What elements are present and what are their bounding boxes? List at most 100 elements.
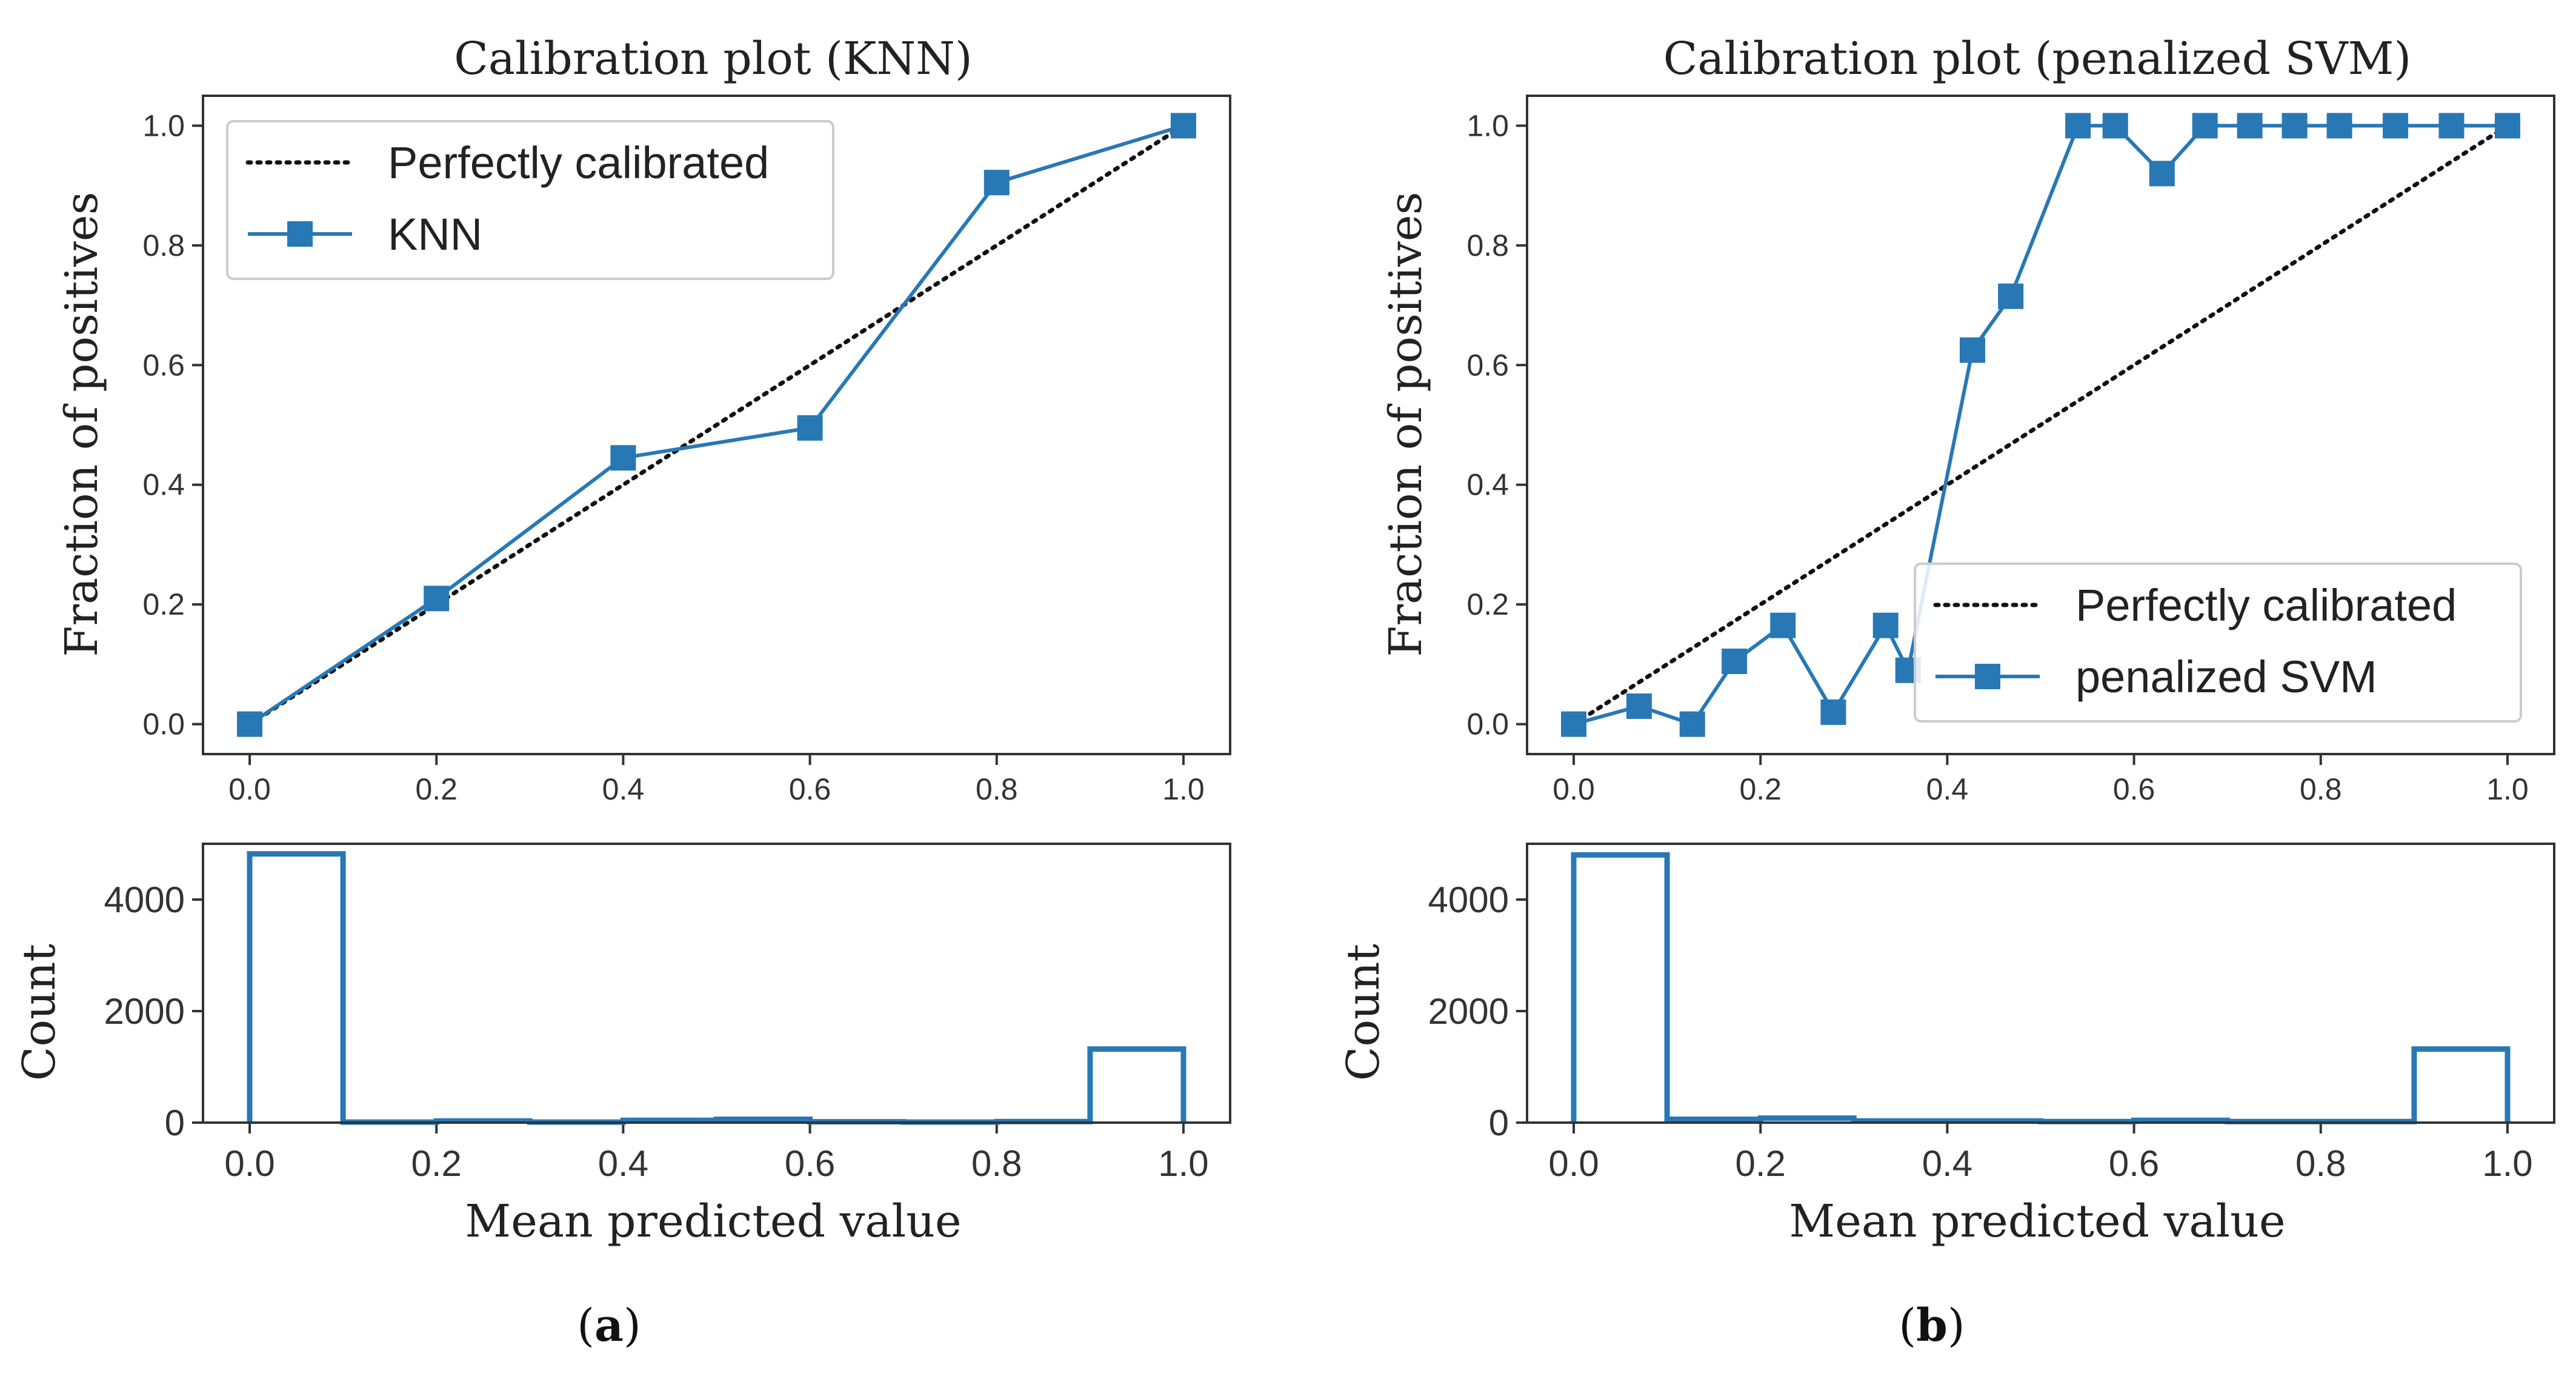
panel-a-ytick-label: 0.2 — [142, 587, 185, 621]
panel-b-point — [2192, 113, 2218, 139]
panel-b-point — [2149, 161, 2175, 187]
panel-a-ytick-label: 4000 — [104, 880, 185, 920]
panel-a-count-label: Count — [13, 944, 65, 1081]
panel-a-xtick-label: 0.6 — [785, 1143, 835, 1184]
panel-a-xtick-label: 0.0 — [228, 772, 271, 806]
panel-b-point — [1561, 711, 1587, 737]
panel-a-legend-entry: Perfectly calibrated — [388, 138, 769, 188]
panel-a-point — [1170, 113, 1196, 139]
panel-b-legend-swatch-marker — [1975, 664, 2000, 689]
panel-a-ytick-label: 2000 — [104, 991, 185, 1032]
panel-a-xlabel: Mean predicted value — [465, 1195, 961, 1247]
panel-b-series-perfect-line — [1571, 123, 2510, 727]
panel-b-point — [1998, 283, 2024, 309]
panel-b-point — [1679, 711, 1705, 737]
panel-b-xtick-label: 0.8 — [2295, 1143, 2346, 1184]
panel-b-point — [1820, 699, 1846, 725]
panel-a-ytick-label: 0.8 — [142, 229, 185, 262]
panel-b-plot-area: 0.0 0.2 0.4 0.6 0.8 1.0 0.0 0.2 0.4 0.6 0.8 1.0 Perf… — [1466, 109, 2528, 806]
panel-b-point — [1872, 612, 1899, 638]
panel-b-legend-box — [1914, 563, 2522, 723]
panel-b-caption: (b) — [1899, 1300, 1965, 1352]
panel-a-point — [983, 170, 1010, 196]
panel-a-xtick-label: 0.2 — [411, 1143, 462, 1184]
panel-b-xtick-label: 0.0 — [1553, 772, 1595, 806]
panel-b-histogram-bar — [1574, 855, 1667, 1123]
panel-a-histogram: Count Mean predicted value 0.0 0.2 0.4 0.6 0… — [13, 843, 1231, 1247]
panel-b-xtick-label: 0.2 — [1736, 1143, 1786, 1184]
panel-b-ytick-label: 0 — [1489, 1103, 1509, 1143]
panel-a-hist-frame — [202, 843, 1231, 1124]
panel-b-frame — [1526, 95, 2555, 755]
panel-b-histogram: Count Mean predicted value 0.0 0.2 0.4 0.6 0… — [1337, 843, 2555, 1247]
panel-a-calibration: Calibration plot (KNN) Fraction of posit… — [56, 33, 1231, 806]
panel-b-ytick-label: 4000 — [1428, 880, 1509, 920]
panel-a-point — [610, 445, 636, 471]
panel-b-point — [2237, 113, 2263, 139]
panel-b-ytick-label: 0.4 — [1466, 468, 1509, 502]
panel-b-point — [2102, 113, 2128, 139]
panel-b-point — [1722, 648, 1748, 674]
panel-b-point — [2494, 113, 2520, 139]
panel-a-ytick-label: 0 — [165, 1103, 185, 1143]
panel-a-xtick-label: 0.6 — [789, 772, 831, 806]
panel-a-plot-area: 0.0 0.2 0.4 0.6 0.8 1.0 0.0 0.2 0.4 0.6 0.8 1.0 Perf… — [142, 109, 1204, 806]
panel-b-point — [1770, 612, 1796, 638]
panel-a-xtick-label: 0.0 — [224, 1143, 275, 1184]
panel-b-point — [2383, 113, 2409, 139]
panel-a-ytick-label: 0.0 — [142, 707, 185, 741]
panel-b-xtick-label: 0.6 — [2109, 1143, 2159, 1184]
panel-a-xtick-label: 0.2 — [415, 772, 458, 806]
panel-b-point — [1626, 693, 1652, 720]
panel-b-xtick-label: 1.0 — [2486, 772, 2529, 806]
panel-a-histogram-outline — [247, 851, 1186, 1125]
panel-a-ytick-label: 0.4 — [142, 468, 185, 502]
panel-b-xtick-label: 0.0 — [1548, 1143, 1599, 1184]
panel-b-point — [2326, 113, 2352, 139]
panel-b-ytick-label: 2000 — [1428, 991, 1509, 1032]
panel-b-ytick-label: 0.8 — [1466, 229, 1509, 262]
panel-a-xtick-label: 0.8 — [976, 772, 1018, 806]
panel-b-ylabel: Fraction of positives — [1380, 192, 1432, 656]
panel-b-ytick-label: 0.0 — [1466, 707, 1509, 741]
panel-a-point — [424, 586, 450, 612]
panel-a-legend: Perfectly calibrated KNN — [226, 120, 834, 280]
panel-a-histogram-area: 0.0 0.2 0.4 0.6 0.8 1.0 0 2000 4000 — [104, 851, 1209, 1184]
panel-b-ytick-label: 0.2 — [1466, 587, 1509, 621]
panel-b-legend-entry: penalized SVM — [2075, 652, 2377, 702]
panel-b-ytick-label: 1.0 — [1466, 109, 1509, 142]
panel-b-point — [2438, 113, 2465, 139]
panel-a-series-perfect-line — [247, 123, 1186, 727]
panel-a-frame — [202, 95, 1231, 755]
panel-a-xtick-label: 1.0 — [1158, 1143, 1208, 1184]
panel-b-xtick-label: 0.8 — [2300, 772, 2342, 806]
panel-b-histogram-area: 0.0 0.2 0.4 0.6 0.8 1.0 0 2000 4000 — [1428, 852, 2533, 1184]
panel-b-xtick-label: 0.2 — [1739, 772, 1782, 806]
panel-a-point — [797, 415, 823, 441]
panel-a-xtick-label: 0.4 — [602, 772, 645, 806]
panel-b-point — [2281, 113, 2308, 139]
panel-b-legend-entry: Perfectly calibrated — [2075, 580, 2457, 630]
panel-b-point — [1960, 337, 1986, 363]
panel-b-histogram-bar — [2414, 1049, 2508, 1123]
panel-b-xtick-label: 0.4 — [1922, 1143, 1972, 1184]
panel-a-series-line — [248, 124, 1184, 726]
panel-b-xtick-label: 1.0 — [2482, 1143, 2532, 1184]
panel-b-histogram-outline — [1571, 852, 2511, 1124]
panel-a-legend-entry: KNN — [388, 209, 482, 259]
panel-a-caption: (a) — [577, 1300, 641, 1352]
panel-b-hist-frame — [1526, 843, 2555, 1124]
panel-b-title: Calibration plot (penalized SVM) — [1663, 33, 2412, 85]
panel-a-ylabel: Fraction of positives — [56, 192, 108, 656]
panel-a-xtick-label: 0.8 — [971, 1143, 1022, 1184]
panel-b-legend: Perfectly calibrated penalized SVM — [1914, 563, 2522, 723]
panel-a-ytick-label: 0.6 — [142, 348, 185, 382]
panel-b-count-label: Count — [1337, 944, 1390, 1081]
panel-a-histogram-bar — [250, 854, 343, 1123]
panel-a-legend-swatch-marker — [287, 221, 313, 247]
panel-a-title: Calibration plot (KNN) — [454, 33, 972, 85]
panel-b-point — [2065, 113, 2091, 139]
panel-b-xlabel: Mean predicted value — [1789, 1195, 2285, 1247]
panel-b-ytick-label: 0.6 — [1466, 348, 1509, 382]
